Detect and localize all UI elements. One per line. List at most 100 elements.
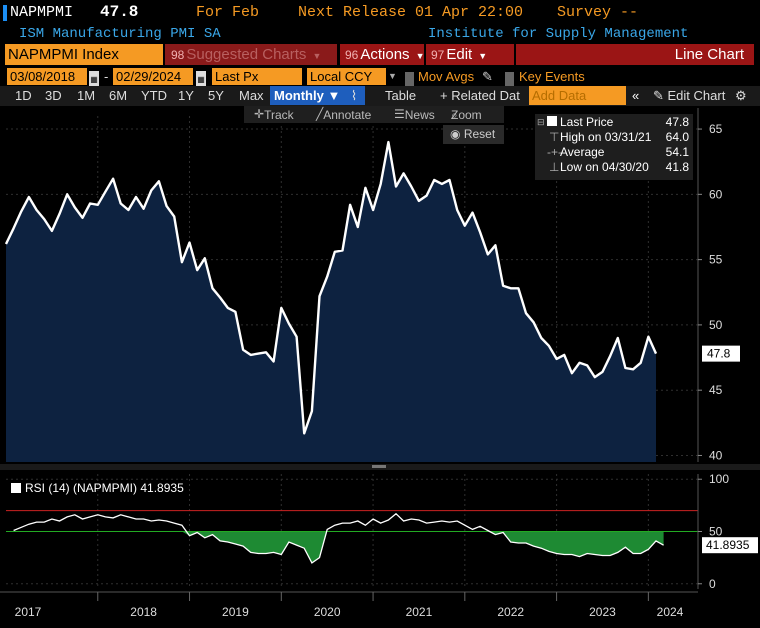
- annotate-button[interactable]: ╱ Annotate: [316, 107, 372, 122]
- actions-label: Actions: [360, 46, 410, 63]
- related-data-label: Related Dat: [451, 88, 520, 103]
- legend-collapse-icon[interactable]: ⊟: [537, 117, 545, 127]
- x-tick-label: 2019: [222, 605, 249, 619]
- rsi-line: [13, 512, 664, 564]
- last-price-swatch[interactable]: [547, 116, 557, 126]
- chevron-down-icon: ▼: [312, 51, 322, 61]
- reset-icon: ◉: [450, 127, 461, 141]
- chart-type-label[interactable]: Line Chart: [516, 44, 754, 65]
- price-axis: 40 45 50 55 60 65: [697, 108, 723, 462]
- rsi-name: RSI (14) (NAPMPMI): [25, 481, 138, 495]
- legend-average-value: 54.1: [665, 145, 689, 159]
- edit-label: Edit: [446, 46, 473, 63]
- frequency-select[interactable]: Monthly ▼: [270, 86, 345, 105]
- reset-label: Reset: [463, 127, 496, 141]
- period-max[interactable]: Max: [239, 88, 264, 103]
- line-chart-icon[interactable]: ⌇: [343, 86, 365, 105]
- header-row: NAPMPMI 47.8 For Feb Next Release 01 Apr…: [0, 0, 760, 26]
- annotate-label: Annotate: [323, 108, 372, 122]
- price-tick-label: 65: [709, 122, 723, 136]
- period-1m[interactable]: 1M: [77, 88, 96, 103]
- low-marker-icon: ⊥: [549, 160, 560, 174]
- period-1y[interactable]: 1Y: [178, 88, 194, 103]
- high-marker-icon: ⊤: [549, 130, 560, 144]
- average-marker-icon: -+-: [547, 145, 562, 159]
- ticker-input[interactable]: NAPMPMI Index: [5, 44, 163, 65]
- key-events-label: Key Events: [519, 69, 585, 84]
- currency-select[interactable]: Local CCY: [307, 68, 386, 85]
- edit-chart-label: Edit Chart: [667, 88, 726, 103]
- price-area: [6, 142, 656, 462]
- news-button[interactable]: ☰ News: [394, 107, 435, 122]
- chevron-down-icon: ▼: [415, 51, 425, 61]
- pencil-icon[interactable]: ✎: [482, 69, 493, 84]
- toolbar: NAPMPMI Index 98 Suggested Charts ▼ 96 Acti…: [0, 44, 760, 66]
- legend-low-label: Low on 04/30/20: [560, 160, 649, 174]
- last-price-label: 47.8: [707, 347, 731, 361]
- mov-avgs-label: Mov Avgs: [418, 69, 475, 84]
- key-events-checkbox[interactable]: [505, 72, 514, 89]
- date-separator: -: [104, 69, 109, 84]
- legend-last-value: 47.8: [665, 115, 689, 129]
- track-label: Track: [264, 108, 294, 122]
- rsi-axis: 0 50 100: [697, 472, 729, 591]
- calendar-icon[interactable]: ▦: [196, 71, 206, 88]
- end-date-field[interactable]: 02/29/2024: [113, 68, 193, 85]
- suggested-charts-button[interactable]: 98 Suggested Charts ▼: [165, 44, 337, 65]
- edit-num: 97: [431, 48, 445, 62]
- legend-last-label: Last Price: [560, 115, 614, 129]
- rsi-tick-label: 0: [709, 577, 716, 591]
- next-release: Next Release 01 Apr 22:00: [298, 4, 524, 21]
- legend-high-label: High on 03/31/21: [560, 130, 652, 144]
- chart-tools: ✛ Track ╱ Annotate ☰ News ⌕ Zoom: [244, 106, 504, 123]
- security-description: ISM Manufacturing PMI SA: [19, 26, 221, 42]
- actions-button[interactable]: 96 Actions ▼: [340, 44, 424, 65]
- chevron-down-icon[interactable]: ▼: [388, 71, 397, 81]
- x-axis-band: [0, 591, 760, 628]
- rsi-last-value: 41.8935: [140, 481, 184, 495]
- symbol[interactable]: NAPMPMI: [10, 4, 74, 21]
- track-button[interactable]: ✛ Track: [254, 107, 294, 122]
- related-data-button[interactable]: + Related Dat: [440, 88, 520, 103]
- period-3d[interactable]: 3D: [45, 88, 62, 103]
- source-institution: Institute for Supply Management: [428, 26, 689, 42]
- chevron-down-icon: ▼: [478, 51, 488, 61]
- period-6m[interactable]: 6M: [109, 88, 128, 103]
- rsi-value-tag: 41.8935: [702, 537, 758, 554]
- table-button[interactable]: Table: [385, 88, 417, 103]
- add-data-input[interactable]: Add Data: [529, 86, 626, 105]
- zoom-icon: ⌕: [451, 108, 458, 122]
- x-tick-label: 2022: [497, 605, 524, 619]
- rsi-legend[interactable]: RSI (14) (NAPMPMI) 41.8935: [11, 481, 184, 495]
- price-tick-label: 45: [709, 383, 723, 397]
- reset-button[interactable]: ◉ Reset: [443, 125, 504, 144]
- x-tick-label: 2017: [15, 605, 42, 619]
- rsi-tick-label: 100: [709, 472, 729, 486]
- suggested-label: Suggested Charts: [186, 46, 307, 63]
- price-tick-label: 55: [709, 253, 723, 267]
- last-value: 47.8: [100, 3, 139, 21]
- last-price-tag: 47.8: [702, 345, 740, 362]
- gear-icon[interactable]: ⚙: [735, 88, 747, 103]
- period-bar: 1D 3D 1M 6M YTD 1Y 5Y Max Monthly ▼ ⌇ Ta…: [0, 86, 760, 106]
- news-label: News: [404, 108, 435, 122]
- edit-button[interactable]: 97 Edit ▼: [426, 44, 514, 65]
- period-ytd[interactable]: YTD: [141, 88, 167, 103]
- calendar-icon[interactable]: ▦: [89, 71, 99, 88]
- divider-handle[interactable]: [372, 465, 386, 468]
- rsi-value-label: 41.8935: [706, 538, 750, 552]
- mov-avgs-checkbox[interactable]: [405, 72, 414, 89]
- period-1d[interactable]: 1D: [15, 88, 32, 103]
- x-tick-label: 2024: [657, 605, 684, 619]
- rsi-fill: [13, 531, 664, 563]
- field-select[interactable]: Last Px: [212, 68, 302, 85]
- legend-high-value: 64.0: [665, 130, 689, 144]
- zoom-label: Zoom: [451, 108, 482, 122]
- collapse-icon[interactable]: «: [632, 88, 640, 103]
- period-5y[interactable]: 5Y: [208, 88, 224, 103]
- description-row: ISM Manufacturing PMI SA Institute for S…: [0, 24, 760, 44]
- edit-chart-button[interactable]: ✎ Edit Chart: [653, 88, 726, 103]
- start-date-field[interactable]: 03/08/2018: [7, 68, 87, 85]
- legend: ⊟ Last Price 47.8 ⊤ High on 03/31/21 64.…: [535, 114, 693, 180]
